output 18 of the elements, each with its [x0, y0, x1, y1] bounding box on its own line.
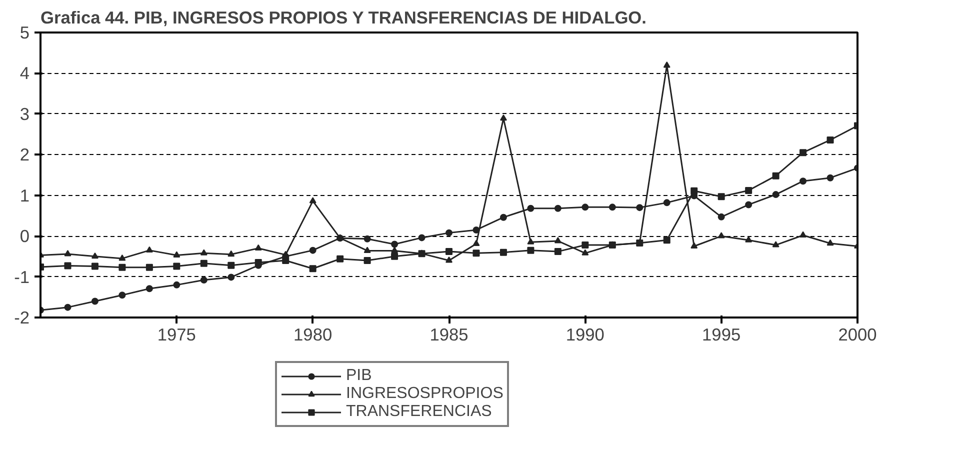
legend-label: INGRESOSPROPIOS [346, 385, 504, 403]
chart-title: Grafica 44. PIB, INGRESOS PROPIOS Y TRANSFERENCIAS DE HIDALGO. [40, 8, 646, 28]
legend-label: PIB [346, 367, 372, 385]
legend-label: TRANSFERENCIAS [346, 403, 492, 421]
x-tick-label: 1985 [430, 324, 468, 344]
x-tick-label: 2000 [838, 324, 877, 344]
x-tick-label: 1975 [157, 324, 196, 344]
y-tick-label: 4 [20, 63, 30, 84]
y-tick-label: 5 [20, 22, 30, 42]
y-tick-label: 0 [20, 226, 30, 246]
y-tick-label: -1 [14, 266, 30, 287]
x-tick-label: 1995 [702, 324, 741, 344]
y-tick-label: 1 [20, 185, 30, 206]
y-tick-label: -2 [14, 308, 30, 328]
y-tick-label: 3 [20, 104, 30, 124]
y-tick-label: 2 [20, 144, 30, 165]
x-tick-label: 1980 [294, 324, 332, 344]
x-tick-label: 1990 [566, 324, 604, 344]
